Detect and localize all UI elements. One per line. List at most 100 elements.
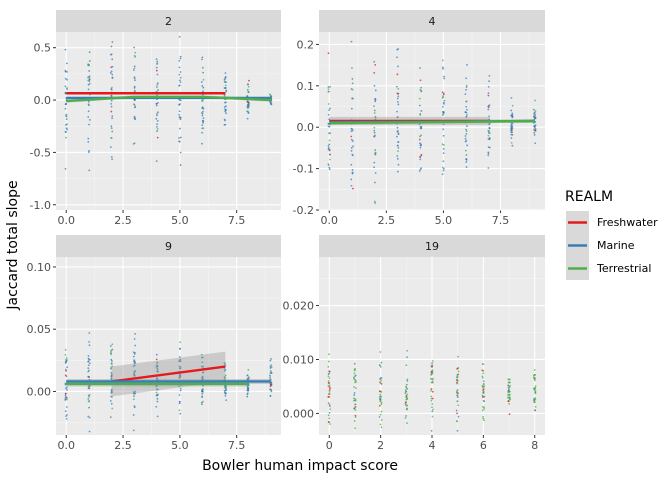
point-terrestrial: [442, 144, 445, 146]
point-marine: [201, 66, 204, 69]
point-marine: [110, 105, 113, 108]
point-terrestrial: [354, 387, 357, 389]
point-terrestrial: [431, 360, 434, 362]
point-terrestrial: [327, 90, 330, 93]
point-freshwater: [327, 52, 330, 55]
point-marine: [64, 70, 67, 73]
point-terrestrial: [431, 364, 434, 367]
point-marine: [327, 402, 330, 405]
marks-layer: [64, 35, 273, 172]
point-marine: [350, 138, 353, 141]
point-marine: [88, 369, 90, 372]
point-terrestrial: [380, 410, 383, 413]
point-freshwater: [246, 101, 249, 103]
point-terrestrial: [419, 114, 422, 116]
point-marine: [351, 78, 354, 80]
x-tick-label: 2: [377, 439, 384, 452]
point-marine: [373, 131, 376, 134]
point-marine: [374, 153, 376, 156]
point-marine: [110, 103, 113, 105]
point-terrestrial: [456, 374, 459, 376]
point-terrestrial: [178, 409, 181, 412]
point-marine: [134, 332, 137, 335]
point-marine: [202, 371, 205, 374]
point-marine: [87, 151, 90, 154]
point-terrestrial: [533, 401, 536, 404]
point-marine: [420, 90, 423, 93]
point-marine: [328, 109, 331, 112]
point-freshwater: [155, 69, 158, 72]
point-terrestrial: [482, 415, 485, 418]
point-marine: [179, 136, 182, 139]
point-marine: [534, 142, 537, 145]
point-terrestrial: [353, 397, 355, 400]
point-marine: [178, 73, 181, 76]
point-marine: [87, 100, 90, 103]
point-terrestrial: [481, 396, 484, 399]
point-marine: [419, 125, 422, 128]
point-marine: [533, 128, 535, 131]
point-marine: [464, 137, 467, 140]
x-tick-label: 0.0: [57, 439, 75, 452]
point-terrestrial: [327, 385, 330, 387]
point-terrestrial: [202, 78, 205, 81]
point-marine: [456, 396, 459, 399]
point-terrestrial: [420, 134, 423, 137]
point-terrestrial: [88, 393, 91, 396]
point-marine: [396, 116, 399, 119]
point-marine: [178, 103, 181, 106]
point-marine: [351, 171, 354, 174]
point-terrestrial: [354, 416, 357, 418]
point-marine: [396, 97, 399, 100]
point-marine: [179, 374, 182, 376]
point-terrestrial: [533, 376, 535, 379]
point-terrestrial: [328, 353, 330, 356]
point-marine: [487, 146, 490, 149]
point-marine: [88, 400, 91, 402]
point-terrestrial: [353, 378, 356, 380]
point-marine: [465, 161, 468, 163]
point-marine: [87, 137, 90, 140]
point-marine: [224, 119, 226, 122]
point-marine: [374, 202, 377, 204]
point-marine: [110, 125, 113, 128]
point-terrestrial: [508, 381, 511, 384]
point-marine: [397, 163, 400, 166]
point-marine: [178, 365, 181, 368]
point-freshwater: [482, 388, 485, 390]
point-marine: [132, 365, 135, 368]
point-marine: [202, 90, 204, 93]
point-marine: [224, 123, 227, 126]
point-marine: [397, 133, 400, 136]
point-marine: [179, 412, 182, 415]
point-marine: [64, 85, 67, 88]
point-terrestrial: [378, 395, 381, 398]
point-marine: [156, 63, 158, 65]
point-marine: [442, 167, 445, 170]
point-marine: [488, 104, 490, 107]
point-marine: [396, 48, 399, 51]
point-marine: [511, 115, 514, 117]
point-terrestrial: [533, 369, 536, 371]
point-terrestrial: [397, 150, 399, 153]
point-marine: [87, 64, 90, 66]
y-tick-label: 0.1: [297, 80, 315, 93]
point-marine: [201, 361, 204, 364]
point-marine: [132, 142, 135, 145]
point-marine: [441, 66, 444, 69]
point-marine: [66, 71, 68, 73]
point-marine: [156, 130, 158, 132]
point-freshwater: [328, 404, 331, 406]
point-marine: [246, 88, 249, 91]
point-terrestrial: [111, 365, 114, 368]
point-marine: [327, 145, 330, 147]
point-terrestrial: [534, 127, 537, 130]
point-terrestrial: [327, 103, 330, 105]
point-terrestrial: [246, 385, 249, 387]
facet-strip: [319, 235, 545, 257]
point-terrestrial: [373, 112, 376, 114]
point-marine: [201, 107, 204, 110]
point-marine: [110, 70, 113, 73]
point-marine: [419, 135, 421, 138]
point-marine: [201, 356, 204, 359]
